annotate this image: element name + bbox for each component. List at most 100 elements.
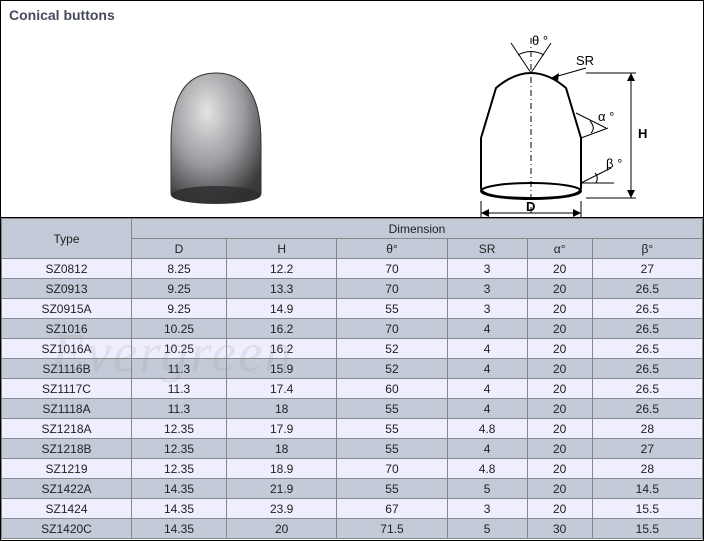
- th-col: α°: [527, 239, 592, 259]
- table-cell: SZ1424: [2, 499, 132, 519]
- label-sr: SR: [576, 53, 594, 68]
- table-cell: 8.25: [132, 259, 227, 279]
- table-cell: 4.8: [447, 419, 527, 439]
- table-row: SZ1420C14.352071.553015.5: [2, 519, 703, 539]
- table-cell: 9.25: [132, 299, 227, 319]
- table-cell: 20: [527, 299, 592, 319]
- table-cell: 15.5: [592, 519, 702, 539]
- table-row: SZ121912.3518.9704.82028: [2, 459, 703, 479]
- product-photo: [141, 53, 291, 218]
- table-cell: 17.9: [227, 419, 337, 439]
- label-D: D: [526, 199, 535, 214]
- table-cell: SZ1016A: [2, 339, 132, 359]
- table-cell: 17.4: [227, 379, 337, 399]
- table-cell: 70: [337, 459, 447, 479]
- th-type: Type: [2, 219, 132, 259]
- table-cell: 12.2: [227, 259, 337, 279]
- table-cell: 13.3: [227, 279, 337, 299]
- table-cell: 14.35: [132, 499, 227, 519]
- table-cell: 4: [447, 359, 527, 379]
- th-col: θ°: [337, 239, 447, 259]
- table-cell: SZ1118A: [2, 399, 132, 419]
- table-row: SZ142414.3523.96732015.5: [2, 499, 703, 519]
- table-cell: 20: [527, 359, 592, 379]
- th-col: SR: [447, 239, 527, 259]
- table-cell: 18.9: [227, 459, 337, 479]
- table-cell: 15.5: [592, 499, 702, 519]
- table-cell: 70: [337, 319, 447, 339]
- table-cell: 55: [337, 399, 447, 419]
- th-col: H: [227, 239, 337, 259]
- table-row: SZ0915A9.2514.95532026.5: [2, 299, 703, 319]
- table-row: SZ1116B11.315.95242026.5: [2, 359, 703, 379]
- table-cell: SZ0913: [2, 279, 132, 299]
- table-cell: 55: [337, 479, 447, 499]
- table-row: SZ08128.2512.27032027: [2, 259, 703, 279]
- table-cell: 18: [227, 439, 337, 459]
- table-cell: 20: [527, 479, 592, 499]
- table-cell: SZ1117C: [2, 379, 132, 399]
- table-cell: 70: [337, 279, 447, 299]
- table-cell: 11.3: [132, 379, 227, 399]
- table-cell: 55: [337, 439, 447, 459]
- table-cell: 52: [337, 339, 447, 359]
- table-cell: 20: [527, 459, 592, 479]
- th-col: β°: [592, 239, 702, 259]
- table-cell: 60: [337, 379, 447, 399]
- table-cell: 9.25: [132, 279, 227, 299]
- table-cell: SZ1219: [2, 459, 132, 479]
- page-title: Conical buttons: [1, 1, 703, 23]
- dimension-table: Type Dimension DHθ°SRα°β° SZ08128.2512.2…: [1, 218, 703, 539]
- table-cell: 3: [447, 499, 527, 519]
- table-cell: 21.9: [227, 479, 337, 499]
- table-cell: 67: [337, 499, 447, 519]
- table-cell: 28: [592, 419, 702, 439]
- table-cell: 14.35: [132, 479, 227, 499]
- table-cell: 4: [447, 319, 527, 339]
- label-beta: β °: [606, 156, 622, 171]
- table-cell: 3: [447, 279, 527, 299]
- table-cell: 26.5: [592, 319, 702, 339]
- table-cell: 12.35: [132, 439, 227, 459]
- table-row: SZ1422A14.3521.95552014.5: [2, 479, 703, 499]
- table-cell: SZ1420C: [2, 519, 132, 539]
- table-cell: SZ1016: [2, 319, 132, 339]
- table-cell: 71.5: [337, 519, 447, 539]
- table-cell: 16.2: [227, 339, 337, 359]
- table-cell: SZ0915A: [2, 299, 132, 319]
- table-cell: SZ0812: [2, 259, 132, 279]
- table-cell: 20: [527, 259, 592, 279]
- table-row: SZ1218A12.3517.9554.82028: [2, 419, 703, 439]
- table-cell: 12.35: [132, 459, 227, 479]
- table-cell: SZ1218B: [2, 439, 132, 459]
- table-cell: 11.3: [132, 359, 227, 379]
- table-cell: 12.35: [132, 419, 227, 439]
- table-cell: 26.5: [592, 379, 702, 399]
- table-cell: 3: [447, 259, 527, 279]
- table-cell: SZ1116B: [2, 359, 132, 379]
- table-cell: 18: [227, 399, 337, 419]
- table-cell: 28: [592, 459, 702, 479]
- table-cell: 4: [447, 439, 527, 459]
- table-cell: 23.9: [227, 499, 337, 519]
- label-H: H: [638, 126, 647, 141]
- table-cell: SZ1422A: [2, 479, 132, 499]
- label-theta: θ °: [532, 33, 548, 48]
- table-cell: 4: [447, 399, 527, 419]
- table-row: SZ1117C11.317.46042026.5: [2, 379, 703, 399]
- dimension-diagram: θ ° SR α ° β °: [436, 33, 666, 228]
- table-row: SZ1118A11.3185542026.5: [2, 399, 703, 419]
- table-cell: 26.5: [592, 279, 702, 299]
- th-col: D: [132, 239, 227, 259]
- figure-row: θ ° SR α ° β °: [1, 23, 703, 218]
- table-row: SZ09139.2513.37032026.5: [2, 279, 703, 299]
- table-cell: 26.5: [592, 399, 702, 419]
- table-cell: 10.25: [132, 339, 227, 359]
- table-cell: 20: [527, 379, 592, 399]
- table-cell: 15.9: [227, 359, 337, 379]
- table-cell: 20: [527, 339, 592, 359]
- table-cell: 20: [527, 399, 592, 419]
- table-row: SZ101610.2516.27042026.5: [2, 319, 703, 339]
- table-row: SZ1218B12.35185542027: [2, 439, 703, 459]
- table-cell: 27: [592, 259, 702, 279]
